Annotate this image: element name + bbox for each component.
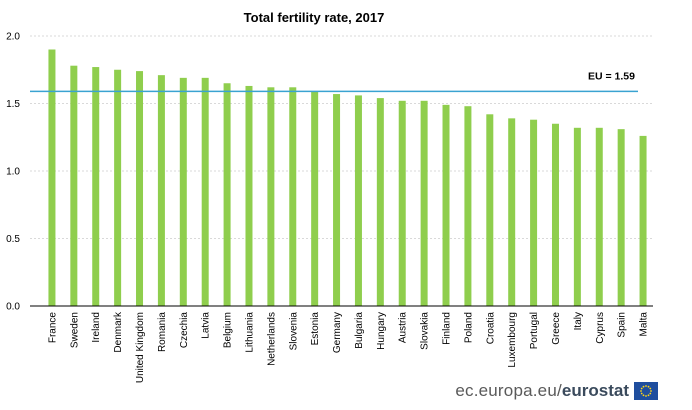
bar-austria: [398, 100, 406, 306]
category-label: Greece: [551, 312, 562, 345]
category-label: Croatia: [485, 312, 496, 345]
category-label: France: [47, 312, 58, 344]
bar-slovakia: [420, 100, 428, 306]
category-label: Lithuania: [244, 312, 255, 353]
category-label: Germany: [332, 312, 343, 353]
category-label: Ireland: [91, 312, 102, 343]
footer: ec.europa.eu/ eurostat: [455, 380, 658, 402]
bar-denmark: [114, 69, 122, 306]
chart-title: Total fertility rate, 2017: [244, 10, 385, 25]
category-label: Slovakia: [420, 312, 431, 350]
footer-brand: eurostat: [561, 381, 629, 400]
bar-poland: [464, 106, 472, 306]
footer-site: ec.europa.eu/: [455, 381, 562, 400]
category-label: Sweden: [69, 312, 80, 348]
y-tick-label: 1.0: [6, 167, 20, 178]
bar-finland: [442, 104, 450, 306]
bar-belgium: [223, 83, 231, 306]
bar-cyprus: [595, 127, 603, 306]
category-label: Czechia: [179, 312, 190, 349]
category-label: Bulgaria: [354, 312, 365, 349]
eu-reference-label: EU = 1.59: [588, 70, 635, 82]
category-label: Estonia: [310, 312, 321, 346]
bar-netherlands: [267, 87, 275, 306]
y-axis-ticks: 0.0 0.5 1.0 1.5 2.0: [6, 32, 20, 313]
category-label: United Kingdom: [135, 312, 146, 383]
y-tick-label: 0.0: [6, 302, 20, 313]
category-label: Slovenia: [288, 312, 299, 351]
category-label: Malta: [639, 312, 650, 337]
bar-romania: [157, 75, 165, 307]
category-label: Hungary: [376, 312, 387, 350]
bar-sweden: [70, 65, 78, 306]
category-label: Finland: [442, 312, 453, 345]
bar-italy: [573, 127, 581, 306]
category-label: Austria: [398, 312, 409, 344]
category-label: Poland: [463, 312, 474, 343]
eu-flag-icon: [634, 382, 658, 400]
category-label: Spain: [617, 312, 628, 338]
y-tick-label: 2.0: [6, 32, 20, 43]
category-label: Denmark: [113, 311, 124, 353]
category-label: Portugal: [529, 312, 540, 349]
bar-portugal: [530, 119, 538, 306]
bar-germany: [333, 94, 341, 306]
bar-slovenia: [289, 87, 297, 306]
bar-ireland: [92, 67, 100, 306]
bars: [48, 49, 647, 307]
bar-luxembourg: [508, 118, 516, 306]
x-axis-labels: France Sweden Ireland Denmark United Kingdom…: [47, 311, 649, 383]
bar-latvia: [201, 77, 209, 306]
bar-lithuania: [245, 85, 253, 306]
y-tick-label: 0.5: [6, 234, 20, 245]
bar-france: [48, 49, 56, 306]
y-tick-label: 1.5: [6, 99, 20, 110]
category-label: Latvia: [201, 312, 212, 339]
bar-greece: [551, 123, 559, 306]
category-label: Romania: [157, 312, 168, 352]
category-label: Cyprus: [595, 312, 606, 344]
category-label: Netherlands: [266, 312, 277, 366]
category-label: Belgium: [223, 312, 234, 348]
bar-hungary: [376, 98, 384, 306]
category-label: Luxembourg: [507, 312, 518, 368]
bar-czechia: [179, 77, 187, 306]
bar-spain: [617, 129, 625, 306]
bar-bulgaria: [354, 95, 362, 307]
bar-estonia: [311, 91, 319, 306]
gridlines: [30, 35, 653, 239]
bar-united-kingdom: [136, 71, 144, 306]
category-label: Italy: [573, 312, 584, 330]
bar-malta: [639, 135, 647, 306]
bar-croatia: [486, 114, 494, 306]
